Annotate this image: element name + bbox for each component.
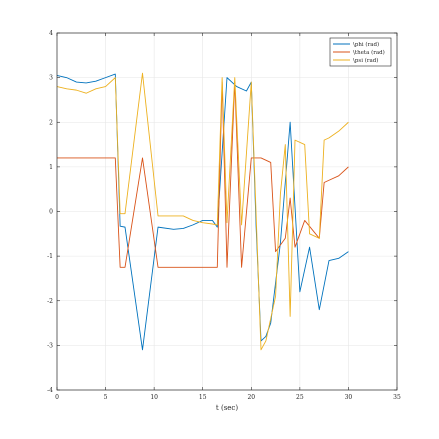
y-tick-label: -4 xyxy=(47,387,53,394)
x-axis-label: t (sec) xyxy=(216,404,238,412)
y-tick-label: -2 xyxy=(47,298,53,305)
x-tick-label: 20 xyxy=(247,394,255,401)
y-tick-label: 1 xyxy=(49,164,53,171)
grid-lines xyxy=(57,33,397,390)
x-tick-label: 0 xyxy=(55,394,59,401)
legend-entry: \theta (rad) xyxy=(353,49,385,56)
legend-entry: \phi (rad) xyxy=(353,41,379,48)
series-line-3 xyxy=(56,72,349,351)
x-tick-label: 30 xyxy=(345,394,353,401)
legend: \phi (rad)\theta (rad)\psi (rad) xyxy=(329,37,392,67)
series-line-1 xyxy=(56,73,349,351)
y-tick-label: 2 xyxy=(49,119,53,126)
x-tick-label: 15 xyxy=(199,394,207,401)
y-tick-label: 3 xyxy=(49,75,53,82)
x-tick-label: 10 xyxy=(150,394,158,401)
y-axis-ticks: -4 -3 -2 -1 0 1 2 3 4 xyxy=(47,30,397,394)
series-lines xyxy=(56,72,349,351)
y-tick-label: -1 xyxy=(47,253,53,260)
x-axis-ticks: 0 5 10 15 20 25 30 35 xyxy=(55,33,401,401)
y-tick-label: -3 xyxy=(47,342,53,349)
x-tick-label: 35 xyxy=(393,394,401,401)
y-tick-label: 0 xyxy=(49,209,53,216)
x-tick-label: 5 xyxy=(104,394,108,401)
y-tick-label: 4 xyxy=(49,30,53,37)
legend-entry: \psi (rad) xyxy=(353,57,378,64)
x-tick-label: 25 xyxy=(296,394,304,401)
